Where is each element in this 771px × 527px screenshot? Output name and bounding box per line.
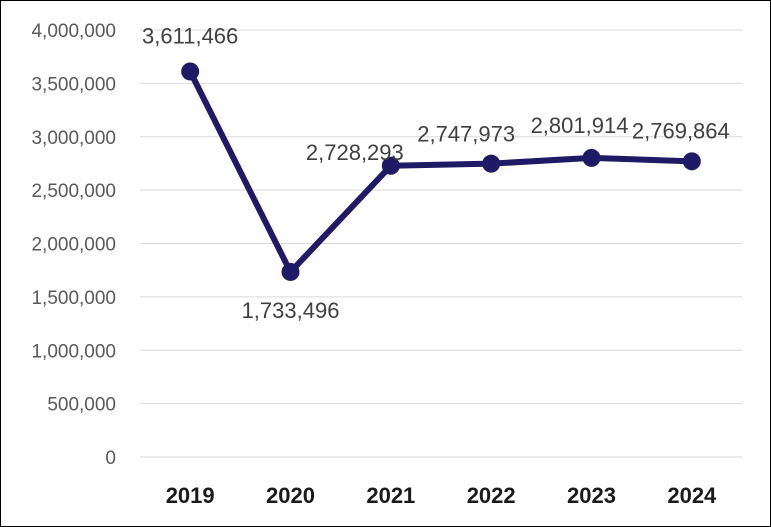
y-tick-label: 2,500,000 xyxy=(31,181,116,202)
data-label: 1,733,496 xyxy=(242,298,340,323)
y-tick-label: 500,000 xyxy=(47,395,116,416)
data-point xyxy=(181,62,200,81)
y-tick-label: 3,500,000 xyxy=(31,74,116,95)
x-tick-label: 2021 xyxy=(366,483,415,508)
data-label: 3,611,466 xyxy=(142,23,238,48)
x-tick-label: 2020 xyxy=(266,483,315,508)
data-point xyxy=(381,156,400,175)
data-point xyxy=(482,154,501,173)
data-label: 2,728,293 xyxy=(306,140,404,165)
y-tick-label: 1,000,000 xyxy=(31,341,116,362)
x-tick-label: 2022 xyxy=(467,483,516,508)
y-tick-label: 3,000,000 xyxy=(31,128,116,149)
series-line xyxy=(187,68,695,275)
y-tick-label: 4,000,000 xyxy=(31,21,116,42)
data-label: 2,769,864 xyxy=(632,118,730,143)
y-tick-label: 0 xyxy=(105,448,116,469)
y-tick-label: 2,000,000 xyxy=(31,235,116,256)
data-point xyxy=(281,262,300,281)
data-label: 2,801,914 xyxy=(531,113,629,138)
y-tick-label: 1,500,000 xyxy=(31,288,116,309)
x-tick-label: 2024 xyxy=(667,483,717,508)
data-point xyxy=(682,152,701,171)
x-tick-label: 2019 xyxy=(166,483,215,508)
x-tick-label: 2023 xyxy=(567,483,616,508)
data-label: 2,747,973 xyxy=(417,122,515,147)
data-point xyxy=(582,148,601,167)
